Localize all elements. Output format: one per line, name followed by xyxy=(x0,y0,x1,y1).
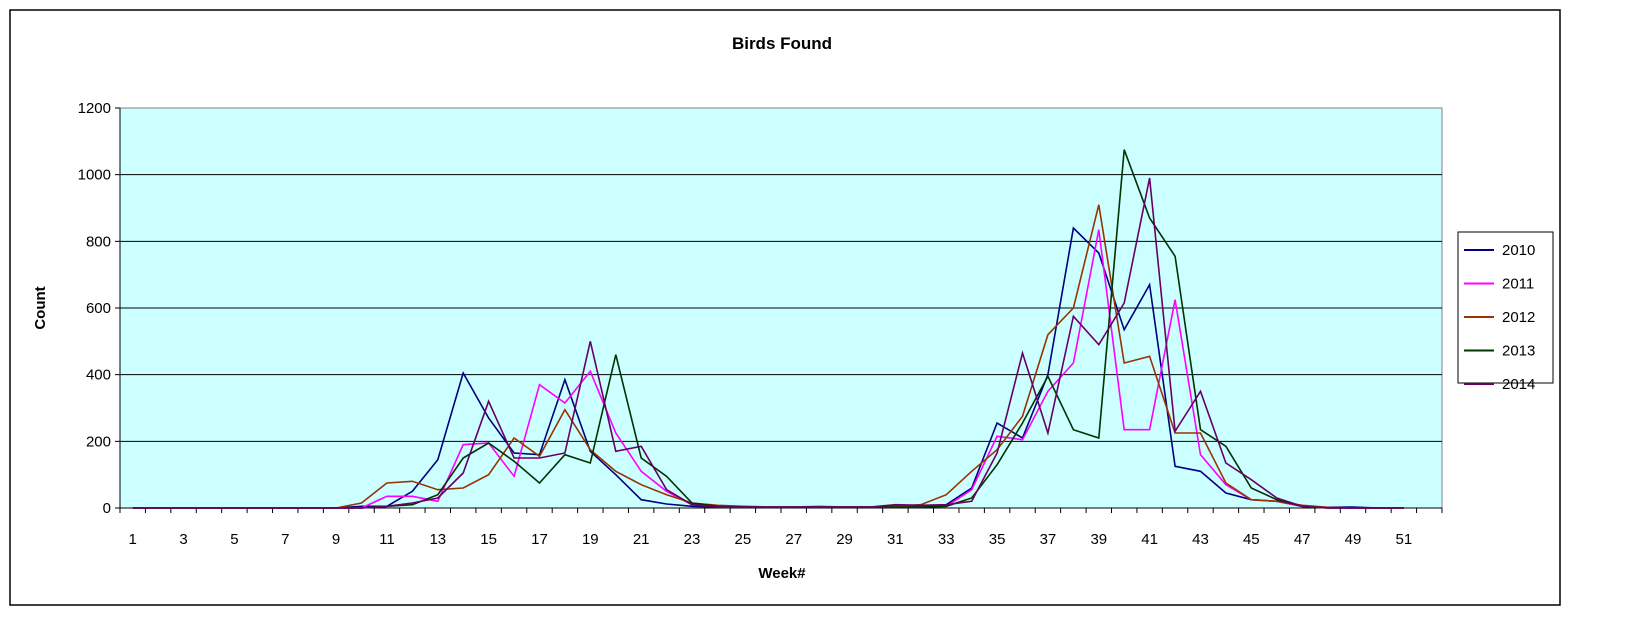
x-tick-label: 19 xyxy=(582,531,599,548)
x-tick-label: 13 xyxy=(429,531,446,548)
x-tick-label: 7 xyxy=(281,531,289,548)
y-tick-label: 400 xyxy=(86,367,111,384)
x-tick-label: 49 xyxy=(1345,531,1362,548)
x-tick-label: 45 xyxy=(1243,531,1260,548)
x-tick-label: 15 xyxy=(480,531,497,548)
x-tick-label: 23 xyxy=(684,531,701,548)
x-tick-label: 21 xyxy=(633,531,650,548)
x-tick-label: 11 xyxy=(379,531,395,548)
x-tick-label: 43 xyxy=(1192,531,1209,548)
legend-label-2013: 2013 xyxy=(1502,343,1535,360)
series-line-2014 xyxy=(132,177,1404,509)
x-axis-label: Week# xyxy=(758,565,806,582)
x-tick-label: 33 xyxy=(938,531,955,548)
x-tick-label: 29 xyxy=(836,531,853,548)
y-tick-label: 200 xyxy=(86,433,111,450)
x-tick-label: 27 xyxy=(785,531,802,548)
x-tick-label: 17 xyxy=(531,531,548,548)
legend: 2010 2011 2012 2013 2014 xyxy=(1457,231,1554,393)
x-tick-label: 37 xyxy=(1040,531,1057,548)
y-axis-label: Count xyxy=(32,286,49,329)
x-tick-label: 47 xyxy=(1294,531,1311,548)
x-tick-label: 41 xyxy=(1141,531,1158,548)
x-tick-label: 25 xyxy=(735,531,752,548)
y-tick-label: 0 xyxy=(103,500,111,517)
y-tick-label: 1200 xyxy=(78,100,111,117)
x-tick-label: 3 xyxy=(179,531,187,548)
y-tick-label: 1000 xyxy=(78,167,111,184)
x-tick-label: 31 xyxy=(887,531,904,548)
legend-label-2011: 2011 xyxy=(1502,276,1534,293)
x-tick-label: 1 xyxy=(129,531,137,548)
y-tick-label: 600 xyxy=(86,300,111,317)
legend-label-2012: 2012 xyxy=(1502,309,1535,326)
chart-title: Birds Found xyxy=(732,34,832,53)
x-tick-label: 35 xyxy=(989,531,1006,548)
x-tick-label: 39 xyxy=(1090,531,1107,548)
x-tick-label: 51 xyxy=(1396,531,1413,548)
y-tick-label: 800 xyxy=(86,233,111,250)
legend-label-2014: 2014 xyxy=(1502,376,1535,393)
x-tick-label: 5 xyxy=(230,531,238,548)
x-tick-label: 9 xyxy=(332,531,340,548)
legend-label-2010: 2010 xyxy=(1502,242,1535,259)
